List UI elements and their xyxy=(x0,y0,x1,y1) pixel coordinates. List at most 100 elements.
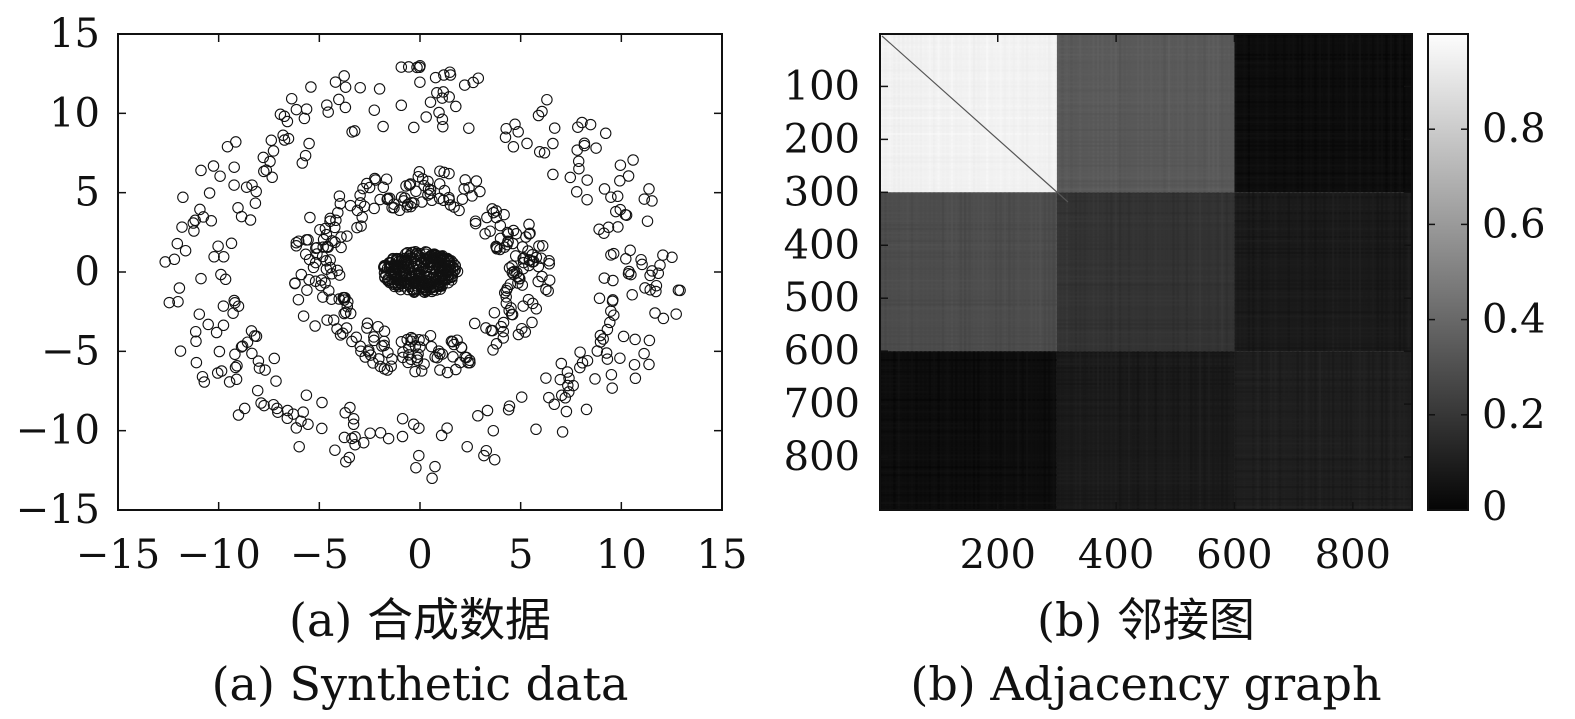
scatter-point xyxy=(198,376,211,388)
heatmap-texture-col xyxy=(928,192,931,352)
scatter-point xyxy=(563,372,575,384)
heatmap-texture-col xyxy=(946,192,949,352)
scatter-point xyxy=(300,103,313,115)
scatter-point xyxy=(377,120,389,133)
heatmap-texture-row xyxy=(880,192,1057,195)
scatter-point xyxy=(361,317,374,330)
scatter-point xyxy=(168,253,181,266)
scatter-point xyxy=(506,308,519,321)
scatter-point xyxy=(250,185,262,198)
scatter-point xyxy=(413,449,425,462)
heatmap-texture-col xyxy=(1407,351,1410,510)
heatmap-texture-col xyxy=(1198,192,1202,352)
heatmap-texture-row xyxy=(880,374,1057,377)
scatter-point xyxy=(163,296,176,309)
heatmap-texture-col xyxy=(1132,192,1135,352)
heatmap-texture-col xyxy=(1336,192,1339,352)
heatmap-texture-row xyxy=(1234,347,1412,350)
heatmap-texture-col xyxy=(1003,34,1007,193)
heatmap-texture-col xyxy=(1119,192,1122,352)
scatter-point xyxy=(215,365,228,377)
scatter-point xyxy=(205,215,218,227)
scatter-point xyxy=(396,430,409,443)
heatmap-texture-col xyxy=(1012,192,1015,352)
heatmap-texture-row xyxy=(880,113,1057,116)
scatter-point xyxy=(562,379,574,392)
heatmap-texture-col xyxy=(1127,351,1131,510)
heatmap-texture-col xyxy=(1340,351,1344,510)
scatter-point xyxy=(354,81,366,94)
scatter-point xyxy=(519,326,532,338)
scatter-point xyxy=(257,151,270,164)
heatmap-texture-col xyxy=(1238,34,1242,193)
heatmap-texture-row xyxy=(880,335,1057,338)
heatmap-texture-col xyxy=(1358,351,1361,510)
heatmap-texture-col xyxy=(1301,192,1304,352)
scatter-point xyxy=(331,264,344,277)
heatmap-texture-col xyxy=(1314,351,1317,510)
scatter-point xyxy=(377,181,390,194)
scatter-point xyxy=(538,147,551,159)
scatter-point xyxy=(628,358,641,371)
scatter-point xyxy=(369,174,382,186)
heatmap-texture-col xyxy=(1398,34,1401,193)
heatmap-texture-col xyxy=(902,192,905,352)
heatmap-texture-row xyxy=(1234,275,1412,278)
heatmap-texture-row xyxy=(880,152,1057,155)
heatmap-texture-row xyxy=(1056,148,1235,151)
scatter-point xyxy=(530,303,543,315)
scatter-point xyxy=(292,235,305,247)
scatter-point xyxy=(287,408,300,420)
scatter-point xyxy=(346,335,358,348)
scatter-point xyxy=(643,334,656,347)
scatter-point xyxy=(344,307,357,320)
heatmap-texture-row xyxy=(880,121,1057,124)
heatmap-texture-col xyxy=(1039,351,1042,510)
scatter-point xyxy=(195,164,207,177)
scatter-point xyxy=(614,159,627,171)
scatter-point xyxy=(532,109,545,122)
scatter-point xyxy=(217,319,230,332)
heatmap-texture-col xyxy=(1372,34,1375,193)
heatmap-texture-col xyxy=(1225,192,1228,352)
heatmap-texture-col xyxy=(1216,34,1219,193)
scatter-x-tick-label: −15 xyxy=(76,532,160,578)
colorbar-tick-label: 0.6 xyxy=(1482,201,1546,247)
heatmap-texture-row xyxy=(880,466,1057,469)
scatter-point xyxy=(638,347,650,360)
heatmap-texture-col xyxy=(941,351,945,510)
scatter-point xyxy=(374,193,386,206)
heatmap-texture-row xyxy=(1056,136,1235,139)
scatter-point xyxy=(361,322,373,334)
heatmap-texture-row xyxy=(880,363,1057,366)
heatmap-texture-col xyxy=(1394,351,1397,510)
scatter-point xyxy=(536,105,548,118)
scatter-point xyxy=(436,92,448,104)
heatmap-texture-col xyxy=(1190,351,1193,510)
heatmap-texture-row xyxy=(880,69,1057,72)
scatter-point xyxy=(448,338,460,351)
scatter-point xyxy=(232,409,245,421)
heatmap-texture-col xyxy=(1292,351,1295,510)
scatter-point xyxy=(641,215,654,227)
heatmap-texture-row xyxy=(1234,160,1412,163)
heatmap-texture-col xyxy=(995,351,998,510)
scatter-point xyxy=(176,221,188,233)
heatmap-texture-col xyxy=(1025,351,1029,510)
scatter-point xyxy=(190,356,203,369)
scatter-point xyxy=(413,166,426,178)
heatmap-texture-col xyxy=(1123,192,1126,352)
heatmap-texture-col xyxy=(893,351,896,510)
heatmap-texture-col xyxy=(1127,34,1131,193)
heatmap-texture-row xyxy=(880,204,1057,207)
scatter-point xyxy=(331,323,343,335)
scatter-point xyxy=(202,318,214,331)
heatmap-texture-col xyxy=(959,34,962,193)
heatmap-texture-row xyxy=(1234,454,1412,457)
scatter-point xyxy=(422,183,435,195)
heatmap-texture-row xyxy=(1056,494,1235,497)
heatmap-texture-col xyxy=(910,351,914,510)
scatter-point xyxy=(548,398,561,411)
heatmap-texture-row xyxy=(1234,474,1412,477)
heatmap-texture-row xyxy=(1056,323,1235,326)
